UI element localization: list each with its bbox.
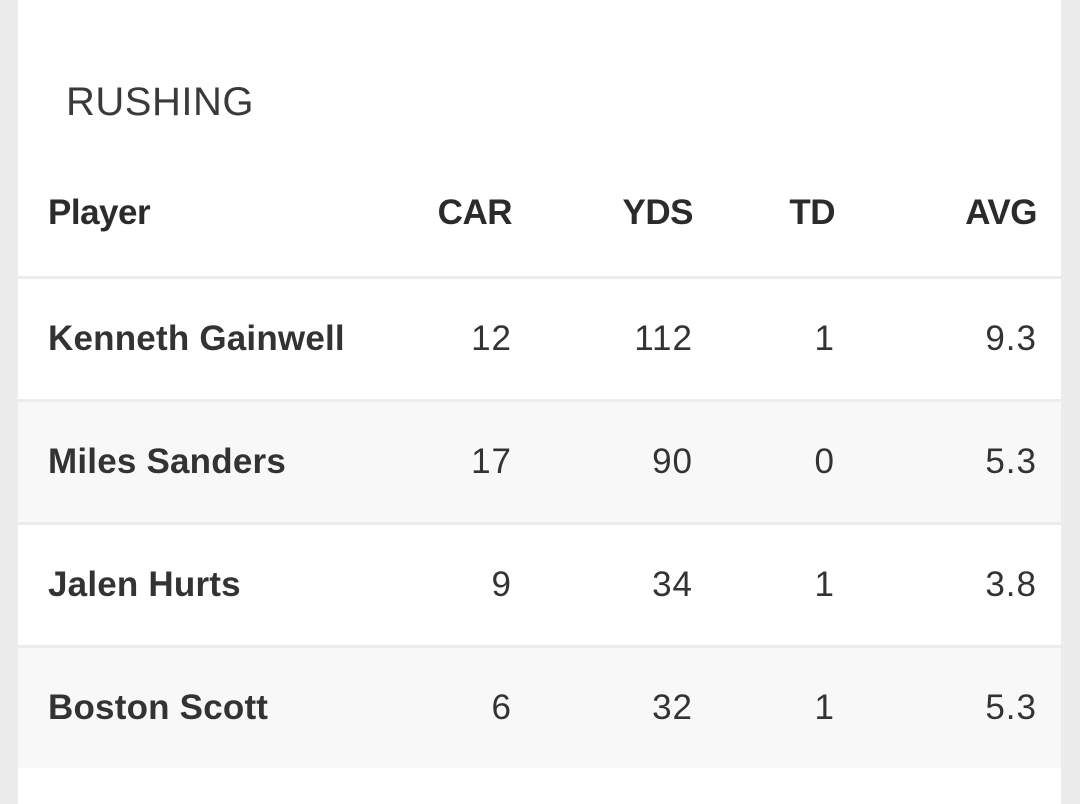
td-value: 1 (717, 523, 859, 648)
column-header-player[interactable]: Player (18, 150, 378, 279)
column-header-car[interactable]: CAR (378, 150, 536, 279)
car-value: 9 (378, 523, 536, 648)
player-name-link[interactable]: Jalen Hurts (18, 523, 378, 648)
section-title: RUSHING (66, 80, 254, 124)
table-row: Miles Sanders 17 90 0 5.3 (18, 400, 1061, 525)
avg-value: 5.3 (859, 646, 1061, 768)
rushing-stats-card: RUSHING Player CAR YDS TD AVG Kenneth Ga… (18, 0, 1061, 804)
yds-value: 112 (536, 277, 717, 402)
card-footer-space (18, 770, 1061, 804)
column-header-td[interactable]: TD (717, 150, 859, 279)
table-row: Kenneth Gainwell 12 112 1 9.3 (18, 277, 1061, 402)
player-name-link[interactable]: Kenneth Gainwell (18, 277, 378, 402)
table-row: Boston Scott 6 32 1 5.3 (18, 646, 1061, 768)
car-value: 6 (378, 646, 536, 768)
td-value: 1 (717, 277, 859, 402)
td-value: 1 (717, 646, 859, 768)
yds-value: 34 (536, 523, 717, 648)
avg-value: 3.8 (859, 523, 1061, 648)
column-header-avg[interactable]: AVG (859, 150, 1061, 279)
yds-value: 90 (536, 400, 717, 525)
car-value: 12 (378, 277, 536, 402)
player-name-link[interactable]: Miles Sanders (18, 400, 378, 525)
table-header-row: Player CAR YDS TD AVG (18, 150, 1061, 279)
rushing-stats-table: Player CAR YDS TD AVG Kenneth Gainwell 1… (18, 150, 1061, 768)
column-header-yds[interactable]: YDS (536, 150, 717, 279)
avg-value: 5.3 (859, 400, 1061, 525)
td-value: 0 (717, 400, 859, 525)
avg-value: 9.3 (859, 277, 1061, 402)
table-row: Jalen Hurts 9 34 1 3.8 (18, 523, 1061, 648)
yds-value: 32 (536, 646, 717, 768)
player-name-link[interactable]: Boston Scott (18, 646, 378, 768)
car-value: 17 (378, 400, 536, 525)
